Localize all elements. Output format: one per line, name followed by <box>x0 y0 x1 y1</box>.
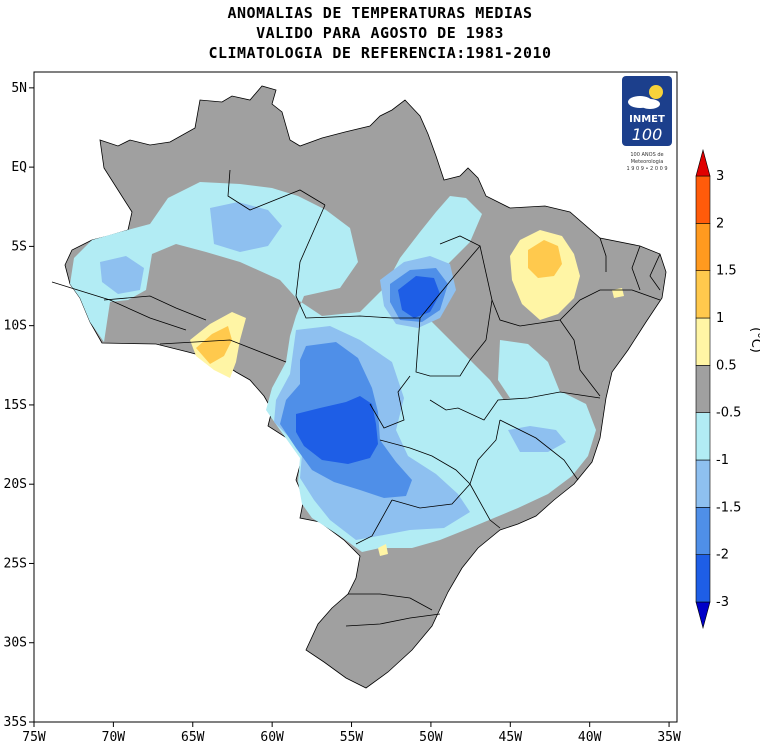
lon-tick-label: 60W <box>260 730 284 745</box>
colorbar-level-label: 0.5 <box>716 358 737 373</box>
lon-tick-label: 50W <box>419 730 443 745</box>
lat-tick-label: 15S <box>4 398 27 413</box>
colorbar-bin <box>695 148 711 177</box>
colorbar-level-label: 1.5 <box>716 264 737 279</box>
logo-caption-3: 1 9 0 9 • 2 0 0 9 <box>626 166 667 172</box>
anomaly-region-warm-west-core <box>196 326 232 364</box>
logo-number: 100 <box>632 125 663 144</box>
anomaly-region-blue <box>210 202 282 252</box>
lon-tick-label: 45W <box>499 730 523 745</box>
anomaly-region-deep-blue-2 <box>398 276 440 318</box>
state-borders <box>51 169 661 627</box>
colorbar: 3 2 1.5 1 0.5 -0.5 -1 -1.5 -2 -3 <box>695 148 741 630</box>
colorbar-bin <box>695 365 711 413</box>
colorbar-level-label: -1.5 <box>716 500 741 515</box>
logo-caption-1: 100 ANOS de <box>630 152 663 158</box>
title-line-1: ANOMALIAS DE TEMPERATURAS MEDIAS <box>227 4 533 22</box>
colorbar-level-label: 3 <box>716 169 724 184</box>
lon-tick-label: 75W <box>22 730 46 745</box>
colorbar-bin <box>695 507 711 555</box>
colorbar-bin <box>695 223 711 271</box>
lat-tick-label: EQ <box>11 160 27 175</box>
sun-cloud-icon <box>628 85 663 109</box>
anomaly-region-warm-northeast-core <box>528 240 562 278</box>
lon-tick-label: 70W <box>102 730 126 745</box>
lat-tick-label: 5N <box>11 81 27 96</box>
logo-caption-2: Meteorologia <box>631 159 664 165</box>
colorbar-unit: (°C) <box>748 327 760 353</box>
anomaly-region-light-blue-east <box>498 340 560 398</box>
lon-tick-label: 55W <box>340 730 364 745</box>
colorbar-bin <box>695 459 711 508</box>
colorbar-level-label: -0.5 <box>716 406 741 421</box>
anomaly-region-blue-2 <box>100 256 144 294</box>
anomaly-region-warm-coast <box>612 288 624 298</box>
colorbar-level-label: -3 <box>716 595 729 610</box>
lat-tick-label: 10S <box>4 319 27 334</box>
lon-tick-label: 35W <box>657 730 681 745</box>
colorbar-bin <box>695 317 711 366</box>
logo-name: INMET <box>629 114 665 125</box>
colorbar-bin <box>695 270 711 319</box>
colorbar-level-label: 2 <box>716 216 724 231</box>
colorbar-level-label: 1 <box>716 311 724 326</box>
colorbar-level-label: -2 <box>716 548 729 563</box>
colorbar-bin <box>695 601 711 630</box>
anomaly-region-warm-south <box>378 544 388 556</box>
longitude-axis: 75W 70W 65W 60W 55W 50W 45W 40W 35W <box>22 722 681 745</box>
colorbar-bin <box>695 175 711 224</box>
colorbar-bin <box>695 554 711 603</box>
colorbar-bin <box>695 412 711 461</box>
latitude-axis: 5N EQ 5S 10S 15S 20S 25S 30S 35S <box>4 81 34 730</box>
lon-tick-label: 65W <box>181 730 205 745</box>
lat-tick-label: 35S <box>4 715 27 730</box>
title-line-2: VALIDO PARA AGOSTO DE 1983 <box>256 24 504 42</box>
anomaly-region-deep-blue <box>296 396 378 464</box>
lat-tick-label: 20S <box>4 477 27 492</box>
lat-tick-label: 5S <box>11 239 27 254</box>
colorbar-level-label: -1 <box>716 453 729 468</box>
lat-tick-label: 30S <box>4 636 27 651</box>
map-layer <box>51 85 667 689</box>
inmet-logo: INMET 100 100 ANOS de Meteorologia 1 9 0… <box>622 76 672 172</box>
title-line-3: CLIMATOLOGIA DE REFERENCIA:1981-2010 <box>208 44 552 62</box>
lat-tick-label: 25S <box>4 556 27 571</box>
lon-tick-label: 40W <box>578 730 602 745</box>
